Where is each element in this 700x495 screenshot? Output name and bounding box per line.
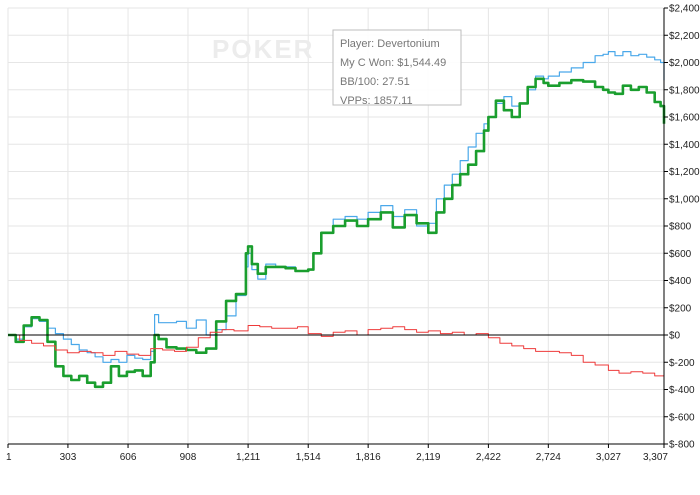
tooltip-vpps: VPPs: 1857.11: [340, 95, 413, 107]
x-tick-label: 1,211: [236, 452, 261, 463]
y-tick-label: $200: [669, 303, 692, 314]
y-tick-label: $-600: [669, 412, 695, 423]
x-axis-ticks: 1 303 606 908 1,211 1,514 1,816 2,119 2,422 2,724…: [6, 452, 668, 463]
y-tick-label: $1,200: [669, 167, 700, 178]
x-tick-label: 303: [60, 452, 77, 463]
x-tick-label: 606: [120, 452, 137, 463]
series-line-red: [8, 325, 665, 380]
y-tick-label: $1,800: [669, 85, 700, 96]
x-tick-label: 908: [180, 452, 197, 463]
tooltip-bb100: BB/100: 27.51: [340, 76, 410, 88]
y-tick-label: $1,400: [669, 140, 700, 151]
y-tick-label: $-400: [669, 385, 695, 396]
poker-watermark-logo: POKER: [212, 34, 314, 64]
tooltip-won: My C Won: $1,544.49: [340, 57, 446, 69]
y-tick-label: $600: [669, 249, 692, 260]
x-tick-label: 2,422: [476, 452, 501, 463]
y-tick-label: $-200: [669, 358, 695, 369]
y-axis-ticks: $-800 $-600 $-400 $-200 $0 $200 $400 $600 $800 $1…: [669, 4, 700, 451]
x-tick-label: 1,816: [356, 452, 381, 463]
x-tick-label: 1: [6, 452, 12, 463]
y-tick-label: $1,000: [669, 194, 700, 205]
tooltip-player: Player: Devertonium: [340, 38, 440, 50]
tooltip-box: [332, 29, 462, 106]
y-tick-label: $2,200: [669, 31, 700, 42]
series-line-green: [8, 77, 666, 389]
y-tick-label: $400: [669, 276, 692, 287]
chart-series-group: [8, 51, 666, 389]
y-tick-label: $800: [669, 222, 692, 233]
y-tick-label: $-800: [669, 440, 695, 451]
x-tick-label: 3,307: [643, 452, 668, 463]
x-tick-label: 3,027: [596, 452, 621, 463]
x-tick-label: 1,514: [296, 452, 321, 463]
y-tick-label: $1,600: [669, 113, 700, 124]
stats-tooltip: Player: Devertonium My C Won: $1,544.49 …: [332, 29, 462, 107]
y-tick-label: $2,000: [669, 58, 700, 69]
x-tick-label: 2,724: [536, 452, 561, 463]
chart-axes: [7, 7, 668, 448]
y-tick-label: $2,400: [669, 4, 700, 15]
x-tick-label: 2,119: [416, 452, 441, 463]
y-tick-label: $0: [669, 331, 681, 342]
